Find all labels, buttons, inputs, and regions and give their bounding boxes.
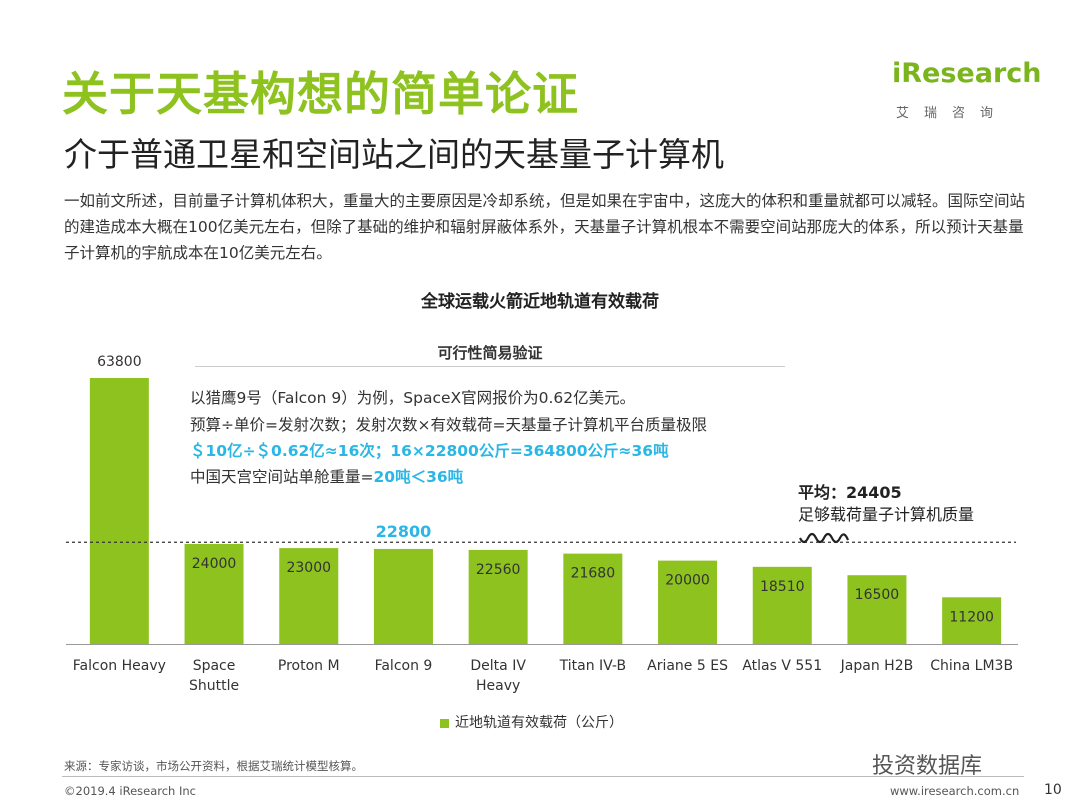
category-label-5: Titan IV-B	[559, 658, 626, 674]
average-description: 足够载荷量子计算机质量	[798, 505, 975, 524]
bar-value-label-5: 21680	[571, 566, 616, 582]
bar-6	[658, 560, 718, 644]
callout-line-4: 中国天宫空间站单舱重量=20吨＜36吨	[190, 465, 463, 487]
legend-swatch	[440, 718, 449, 728]
category-label-3: Falcon 9	[375, 658, 433, 674]
callout-line-1: 以猎鹰9号（Falcon 9）为例，SpaceX官网报价为0.62亿美元。	[190, 389, 636, 407]
category-label-4-1: Heavy	[476, 678, 520, 694]
bar-9	[942, 597, 1002, 644]
website-url: www.iresearch.com.cn	[890, 784, 1020, 798]
bar-value-label-8: 16500	[855, 587, 900, 603]
bar-value-label-6: 20000	[665, 573, 710, 589]
bar-value-label-9: 11200	[949, 609, 994, 625]
bar-0	[89, 378, 149, 644]
iresearch-logo: iResearch 艾瑞咨询	[892, 58, 1042, 128]
callout-line-2: 预算÷单价=发射次数；发射次数×有效载荷=天基量子计算机平台质量极限	[190, 416, 707, 434]
bar-4	[468, 549, 528, 644]
bar-value-label-1: 24000	[192, 556, 237, 572]
logo-wordmark: iResearch	[892, 58, 1042, 89]
bar-value-label-3: 22800	[376, 522, 432, 541]
source-note: 来源：专家访谈，市场公开资料，根据艾瑞统计模型核算。	[64, 759, 363, 773]
callout-divider	[195, 366, 785, 367]
callout-title: 可行性简易验证	[437, 344, 543, 362]
page-title: 关于天基构想的简单论证	[62, 67, 579, 121]
bar-value-label-0: 63800	[97, 354, 142, 370]
average-marker-scribble	[799, 532, 850, 544]
bar-value-label-7: 18510	[760, 579, 805, 595]
category-label-1-1: Shuttle	[189, 678, 239, 694]
category-label-7: Atlas V 551	[742, 658, 822, 674]
category-label-6: Ariane 5 ES	[647, 658, 728, 674]
bar-8	[847, 575, 907, 644]
category-label-1-0: Space	[193, 658, 236, 674]
chart-title: 全球运载火箭近地轨道有效载荷	[421, 292, 659, 312]
legend-label: 近地轨道有效载荷（公斤）	[455, 715, 623, 731]
watermark-text: 投资数据库	[872, 754, 983, 779]
footer-divider	[62, 776, 1024, 777]
bar-2	[279, 548, 339, 644]
category-label-4-0: Delta IV	[470, 658, 526, 674]
page-number: 10	[1044, 782, 1062, 798]
chart-legend: 近地轨道有效载荷（公斤）	[440, 712, 623, 732]
page-subtitle: 介于普通卫星和空间站之间的天基量子计算机	[64, 135, 724, 174]
bar-value-label-2: 23000	[286, 560, 331, 576]
category-label-2: Proton M	[278, 658, 340, 674]
callout-line-4-text: 中国天宫空间站单舱重量=	[190, 468, 374, 486]
bar-7	[752, 566, 812, 644]
average-label: 平均：24405	[798, 483, 902, 502]
category-label-8: Japan H2B	[840, 658, 914, 674]
bar-1	[184, 543, 244, 644]
bar-value-label-4: 22560	[476, 562, 521, 578]
category-label-0: Falcon Heavy	[73, 658, 166, 674]
callout-line-3: ＄10亿÷＄0.62亿≈16次；16×22800公斤=364800公斤≈36吨	[190, 442, 669, 460]
callout-line-4-highlight: 20吨＜36吨	[373, 468, 464, 486]
intro-paragraph: 一如前文所述，目前量子计算机体积大，重量大的主要原因是冷却系统，但是如果在宇宙中…	[64, 192, 1026, 262]
category-label-9: China LM3B	[930, 658, 1013, 674]
copyright: ©2019.4 iResearch Inc	[64, 784, 196, 798]
bar-5	[563, 553, 623, 644]
logo-subtitle: 艾瑞咨询	[896, 106, 1009, 121]
bar-3	[373, 548, 433, 644]
